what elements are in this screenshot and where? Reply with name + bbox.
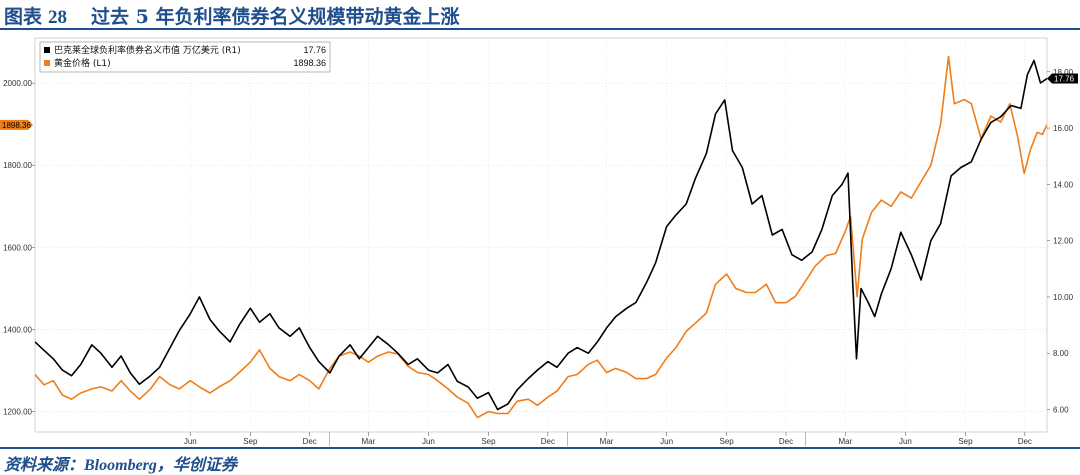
tick-label-month: Sep bbox=[243, 437, 258, 446]
legend-value-gold: 1898.36 bbox=[293, 58, 326, 68]
series-line-bonds bbox=[35, 59, 1047, 411]
title-rule bbox=[0, 28, 1080, 30]
source-rule bbox=[0, 447, 1080, 449]
tick-label-month: Jun bbox=[422, 437, 435, 446]
figure-number: 28 bbox=[48, 7, 68, 28]
tag-shape-gold bbox=[0, 119, 33, 130]
tick-label-month: Sep bbox=[720, 437, 735, 446]
figure-title: 图表 28 过去 5 年负利率债券名义规模带动黄金上涨 bbox=[4, 2, 459, 29]
tick-label-month: Mar bbox=[362, 437, 376, 446]
tick-label-left: 1800.00 bbox=[3, 161, 32, 170]
legend-label-gold: 黄金价格 (L1) bbox=[54, 57, 111, 69]
tick-label-month: Dec bbox=[541, 437, 555, 446]
tick-label-right: 16.00 bbox=[1053, 124, 1074, 133]
tick-label-right: 6.00 bbox=[1053, 405, 1069, 414]
tick-label-left: 1600.00 bbox=[3, 243, 32, 252]
legend-swatch-orange bbox=[44, 60, 50, 66]
figure-label: 图表 bbox=[4, 6, 43, 28]
tick-label-month: Dec bbox=[779, 437, 793, 446]
plot-area bbox=[34, 37, 1048, 433]
tick-label-left: 1400.00 bbox=[3, 325, 32, 334]
tick-label-right: 12.00 bbox=[1053, 237, 1074, 246]
last-value-tags: 1898.36 17.76 bbox=[0, 73, 1078, 130]
legend-box bbox=[39, 41, 331, 73]
tag-label-gold: 1898.36 bbox=[2, 121, 31, 130]
tick-label-right: 18.00 bbox=[1053, 68, 1074, 77]
legend-value-bonds: 17.76 bbox=[303, 45, 326, 55]
tick-label-month: Jun bbox=[660, 437, 673, 446]
axes: 1200.00 1400.00 1600.00 1800.00 2000.00 6.00 8… bbox=[3, 68, 1074, 446]
tick-label-left: 1200.00 bbox=[3, 407, 32, 416]
tick-label-month: Jun bbox=[899, 437, 912, 446]
legend-label-bonds: 巴克莱全球负利率债券名义市值 万亿美元 (R1) bbox=[54, 44, 241, 56]
grid bbox=[35, 38, 1047, 432]
legend: 巴克莱全球负利率债券名义市值 万亿美元 (R1) 17.76 黄金价格 (L1)… bbox=[39, 41, 331, 73]
tick-label-month: Jun bbox=[184, 437, 197, 446]
tick-label-month: Mar bbox=[838, 437, 852, 446]
legend-swatch-black bbox=[44, 47, 50, 53]
series-line-gold bbox=[35, 55, 1047, 419]
series-lines bbox=[35, 55, 1047, 419]
tick-label-month: Mar bbox=[600, 437, 614, 446]
tick-label-month: Sep bbox=[481, 437, 496, 446]
tick-label-left: 2000.00 bbox=[3, 79, 32, 88]
tag-label-bonds: 17.76 bbox=[1054, 75, 1075, 84]
tag-shape-bonds bbox=[1047, 73, 1078, 84]
chart: 1200.00 1400.00 1600.00 1800.00 2000.00 6.00 8… bbox=[0, 37, 1078, 446]
tick-label-month: Dec bbox=[303, 437, 317, 446]
tick-label-right: 10.00 bbox=[1053, 293, 1074, 302]
tick-label-right: 14.00 bbox=[1053, 180, 1074, 189]
tick-label-right: 8.00 bbox=[1053, 349, 1069, 358]
tick-label-month: Dec bbox=[1018, 437, 1032, 446]
figure-title-text: 过去 5 年负利率债券名义规模带动黄金上涨 bbox=[91, 6, 460, 28]
source-note: 资料来源：Bloomberg，华创证券 bbox=[4, 457, 237, 474]
tick-label-month: Sep bbox=[958, 437, 973, 446]
